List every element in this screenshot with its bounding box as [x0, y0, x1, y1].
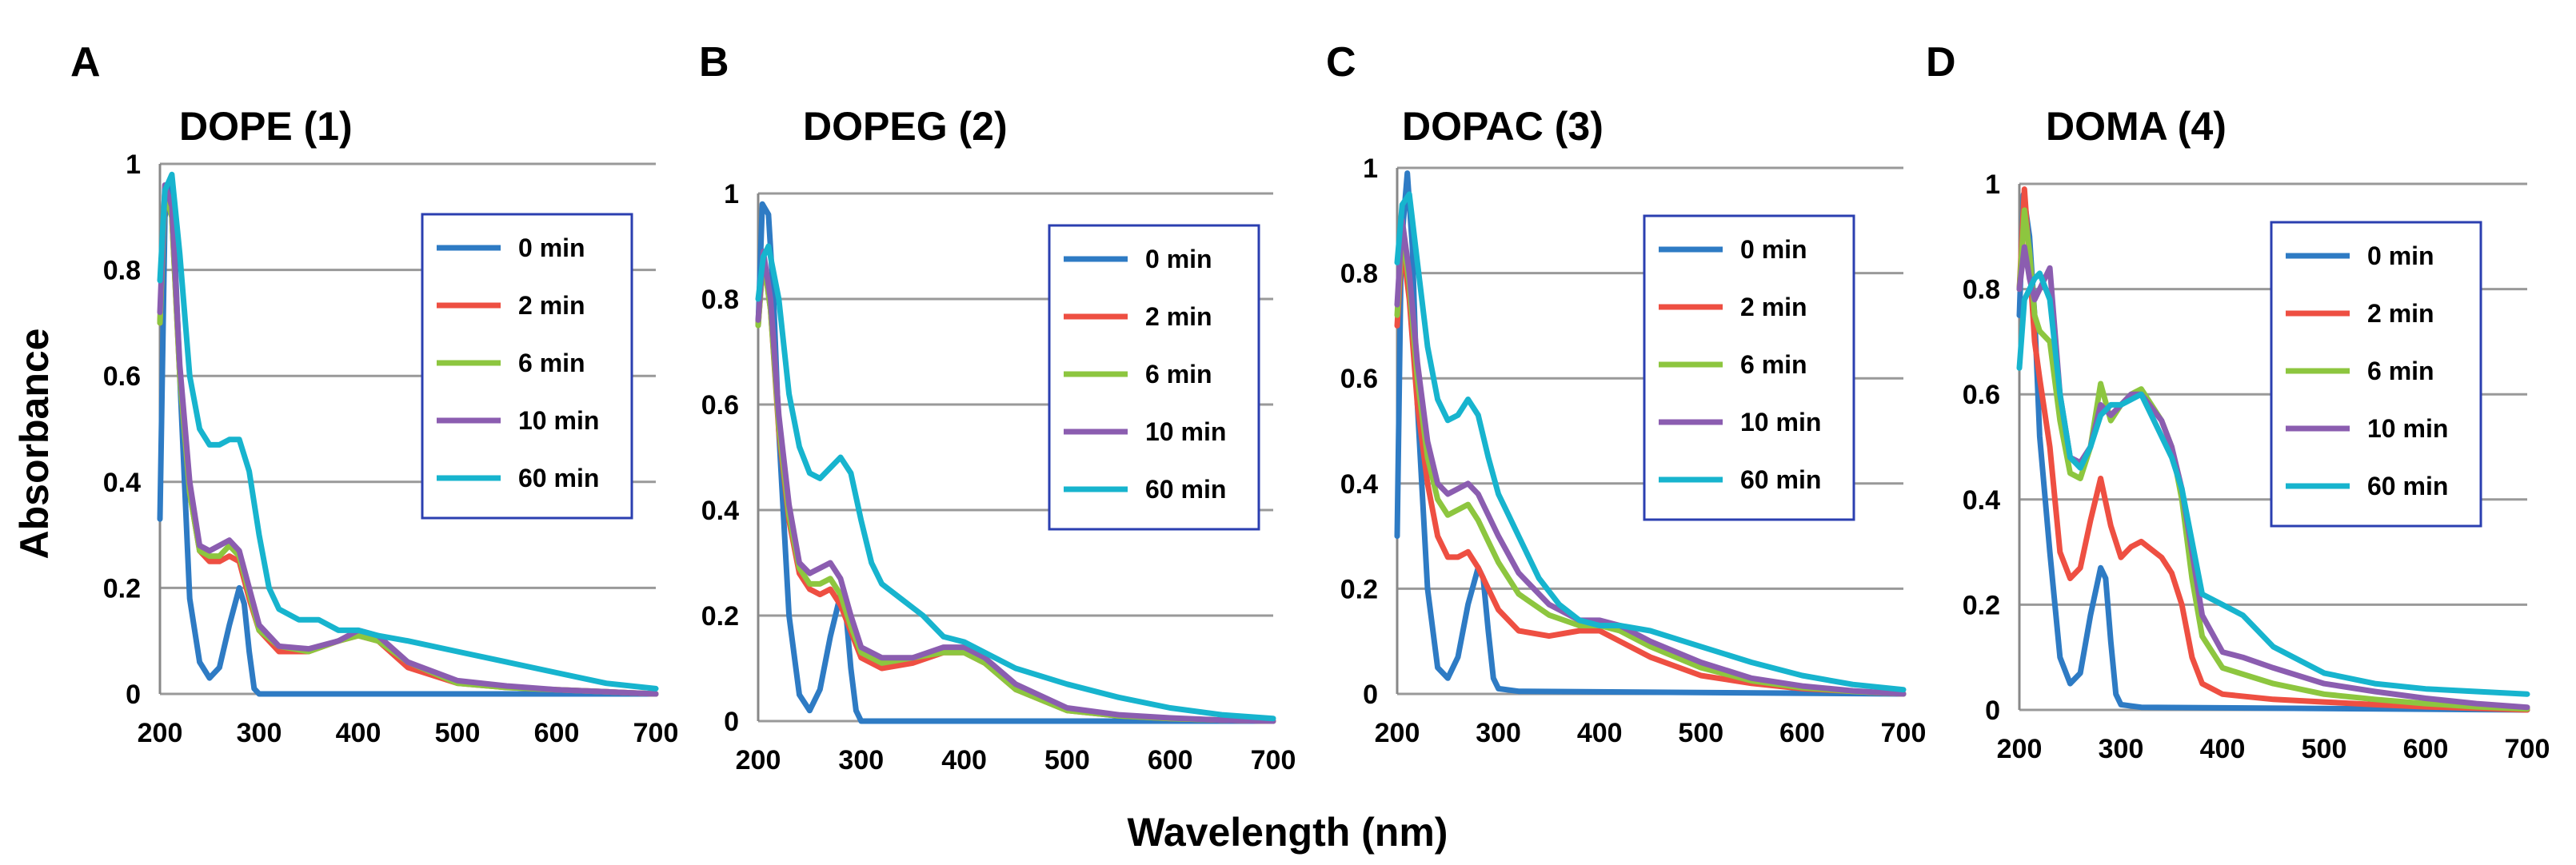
x-tick-label: 300	[2099, 734, 2144, 764]
series-line-2-min	[1394, 238, 1907, 697]
x-tick-label: 600	[534, 718, 580, 748]
legend-entry: 60 min	[2367, 472, 2448, 500]
panel-letter: A	[70, 39, 101, 86]
y-tick-label: 0	[126, 680, 141, 710]
x-tick-label: 300	[237, 718, 282, 748]
x-tick-label: 400	[941, 745, 987, 775]
series-line-2-min	[2016, 186, 2530, 713]
x-tick-label: 200	[138, 718, 183, 748]
legend-box	[2270, 221, 2482, 528]
chart-panel-a: A DOPE (1) 0 0.2 0.4 0.6 0.8 1 200 300 400 500 600 70…	[70, 39, 678, 748]
x-tick-label: 600	[2403, 734, 2449, 764]
x-tick-label: 500	[435, 718, 481, 748]
chart-panel-c: C DOPAC (3) 0 0.2 0.4 0.6 0.8 1 200 300 400 500 600 7…	[1326, 39, 1926, 748]
y-tick-label: 0.2	[1340, 574, 1378, 604]
panel-title: DOPAC (3)	[1402, 104, 1604, 149]
legend-entry: 60 min	[518, 464, 599, 492]
legend-entry: 10 min	[518, 406, 599, 435]
x-tick-label: 600	[1148, 745, 1193, 775]
chart-panel-b: B DOPEG (2) 0 0.2 0.4 0.6 0.8 1 200 300 400 500 600 7…	[699, 39, 1296, 775]
series-line-60-min	[755, 243, 1276, 722]
y-tick-label: 0	[1363, 680, 1378, 710]
series-line-10-min	[157, 182, 659, 697]
legend-entry: 10 min	[2367, 414, 2448, 443]
y-tick-label: 0.8	[1340, 259, 1378, 289]
y-tick-label: 0.8	[701, 285, 739, 315]
legend-entry: 6 min	[1145, 360, 1212, 389]
legend-box	[421, 213, 633, 520]
series-line-10-min	[1394, 217, 1907, 697]
panel-title: DOMA (4)	[2046, 104, 2227, 149]
legend-entry: 2 min	[1740, 293, 1807, 321]
y-tick-label: 0.8	[103, 256, 141, 286]
y-tick-label: 0.2	[701, 601, 739, 632]
x-axis-label: Wavelength (nm)	[1128, 810, 1448, 855]
legend-entry: 6 min	[1740, 350, 1807, 379]
x-tick-label: 700	[633, 718, 679, 748]
y-tick-label: 0.2	[1963, 590, 2000, 620]
legend-entry: 2 min	[2367, 299, 2434, 328]
legend-entry: 0 min	[518, 233, 585, 262]
y-tick-label: 0.4	[1963, 485, 2000, 516]
legend-entry: 2 min	[518, 291, 585, 320]
legend-entry: 60 min	[1145, 475, 1226, 504]
x-tick-label: 200	[1997, 734, 2043, 764]
x-tick-label: 600	[1779, 718, 1825, 748]
x-tick-label: 700	[1881, 718, 1927, 748]
legend-entry: 0 min	[1740, 235, 1807, 264]
y-tick-label: 0.4	[103, 468, 141, 498]
legend-entry: 6 min	[518, 349, 585, 377]
series-line-60-min	[157, 171, 659, 692]
y-tick-label: 0.4	[701, 496, 739, 526]
panel-letter: C	[1326, 39, 1356, 86]
y-tick-label: 1	[724, 179, 739, 209]
x-tick-label: 700	[2505, 734, 2550, 764]
x-tick-label: 300	[1476, 718, 1521, 748]
y-tick-label: 0.6	[1963, 380, 2000, 410]
series-line-10-min	[755, 249, 1276, 724]
legend-box	[1048, 224, 1260, 531]
x-tick-label: 700	[1251, 745, 1296, 775]
y-tick-label: 0.2	[103, 573, 141, 604]
panel-title: DOPE (1)	[179, 104, 353, 149]
panel-title: DOPEG (2)	[803, 104, 1008, 149]
x-tick-label: 500	[2302, 734, 2347, 764]
series-line-60-min	[2016, 270, 2530, 697]
y-tick-label: 1	[1985, 169, 2000, 200]
legend-entry: 6 min	[2367, 357, 2434, 385]
y-tick-label: 0.4	[1340, 469, 1378, 500]
chart-panel-d: D DOMA (4) 0 0.2 0.4 0.6 0.8 1 200 300 400 500 600 70…	[1926, 39, 2550, 764]
legend-entry: 10 min	[1740, 408, 1821, 436]
legend-entry: 10 min	[1145, 417, 1226, 446]
y-tick-label: 1	[1363, 153, 1378, 184]
legend-entry: 2 min	[1145, 302, 1212, 331]
y-tick-label: 0.8	[1963, 275, 2000, 305]
panels: A DOPE (1) 0 0.2 0.4 0.6 0.8 1 200 300 400 500 600 70…	[70, 39, 2550, 775]
panel-letter: B	[699, 39, 729, 86]
y-tick-label: 0.6	[701, 390, 739, 421]
x-tick-label: 200	[736, 745, 781, 775]
legend-entry: 0 min	[2367, 241, 2434, 270]
y-tick-label: 0.6	[103, 361, 141, 392]
y-tick-label: 0.6	[1340, 364, 1378, 394]
x-tick-label: 300	[838, 745, 884, 775]
x-tick-label: 400	[2200, 734, 2246, 764]
y-tick-label: 1	[126, 149, 141, 180]
legend-entry: 60 min	[1740, 465, 1821, 494]
x-tick-label: 500	[1044, 745, 1090, 775]
x-tick-label: 500	[1678, 718, 1723, 748]
legend-entry: 0 min	[1145, 245, 1212, 273]
y-tick-label: 0	[1985, 696, 2000, 726]
panel-letter: D	[1926, 39, 1956, 86]
x-tick-label: 400	[336, 718, 381, 748]
x-tick-label: 400	[1577, 718, 1623, 748]
series-line-60-min	[1394, 191, 1907, 693]
x-tick-label: 200	[1375, 718, 1420, 748]
y-tick-label: 0	[724, 707, 739, 737]
y-axis-label: Absorbance	[12, 329, 57, 560]
legend-box	[1643, 214, 1855, 521]
